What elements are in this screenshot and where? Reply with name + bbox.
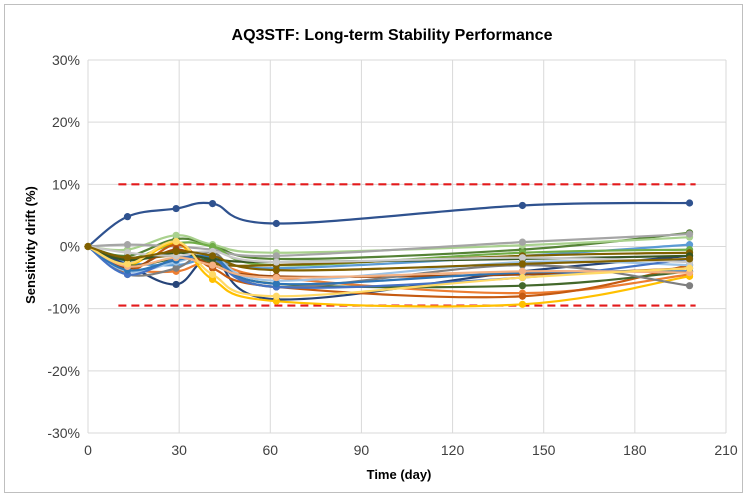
data-point <box>124 213 131 220</box>
y-tick-label: 20% <box>52 114 80 130</box>
data-point <box>124 241 131 248</box>
data-point <box>519 254 526 261</box>
data-point <box>209 262 216 269</box>
data-point <box>124 254 131 261</box>
data-point <box>173 248 180 255</box>
data-point <box>273 280 280 287</box>
x-tick-label: 150 <box>532 442 556 458</box>
data-point <box>173 238 180 245</box>
x-tick-label: 90 <box>354 442 370 458</box>
data-point <box>519 282 526 289</box>
data-point <box>173 265 180 272</box>
data-point <box>519 293 526 300</box>
data-point <box>273 274 280 281</box>
y-tick-label: -20% <box>47 363 80 379</box>
y-axis-label: Sensitivity drift (%) <box>23 186 38 304</box>
data-point <box>173 205 180 212</box>
data-point <box>173 232 180 239</box>
y-tick-label: 10% <box>52 176 80 192</box>
data-point <box>273 293 280 300</box>
x-tick-labels: 0 30 60 90 120 150 180 210 <box>84 442 738 458</box>
data-point <box>519 301 526 308</box>
series-group <box>84 199 693 308</box>
x-tick-label: 30 <box>171 442 187 458</box>
x-tick-label: 60 <box>262 442 278 458</box>
chart-title: AQ3STF: Long-term Stability Performance <box>232 27 553 44</box>
data-point <box>686 230 693 237</box>
data-point <box>273 252 280 259</box>
data-point <box>519 202 526 209</box>
x-axis-label: Time (day) <box>367 467 432 482</box>
data-point <box>124 260 131 267</box>
x-tick-label: 120 <box>441 442 465 458</box>
data-point <box>209 271 216 278</box>
data-point <box>519 239 526 246</box>
y-tick-label: -10% <box>47 301 80 317</box>
data-point <box>686 255 693 262</box>
data-point <box>519 260 526 267</box>
x-tick-label: 180 <box>623 442 647 458</box>
data-point <box>273 267 280 274</box>
y-tick-label: -30% <box>47 425 80 441</box>
data-point <box>209 200 216 207</box>
data-point <box>273 220 280 227</box>
data-point <box>686 282 693 289</box>
x-tick-label: 0 <box>84 442 92 458</box>
x-tick-label: 210 <box>714 442 738 458</box>
data-point <box>686 199 693 206</box>
data-point <box>273 258 280 265</box>
y-tick-label: 0% <box>60 239 80 255</box>
y-tick-labels: 30% 20% 10% 0% -10% -20% -30% <box>47 52 80 441</box>
data-point <box>519 268 526 275</box>
y-tick-label: 30% <box>52 52 80 68</box>
data-point <box>209 252 216 259</box>
data-point <box>686 265 693 272</box>
data-point <box>84 243 91 250</box>
data-point <box>519 274 526 281</box>
data-point <box>173 281 180 288</box>
